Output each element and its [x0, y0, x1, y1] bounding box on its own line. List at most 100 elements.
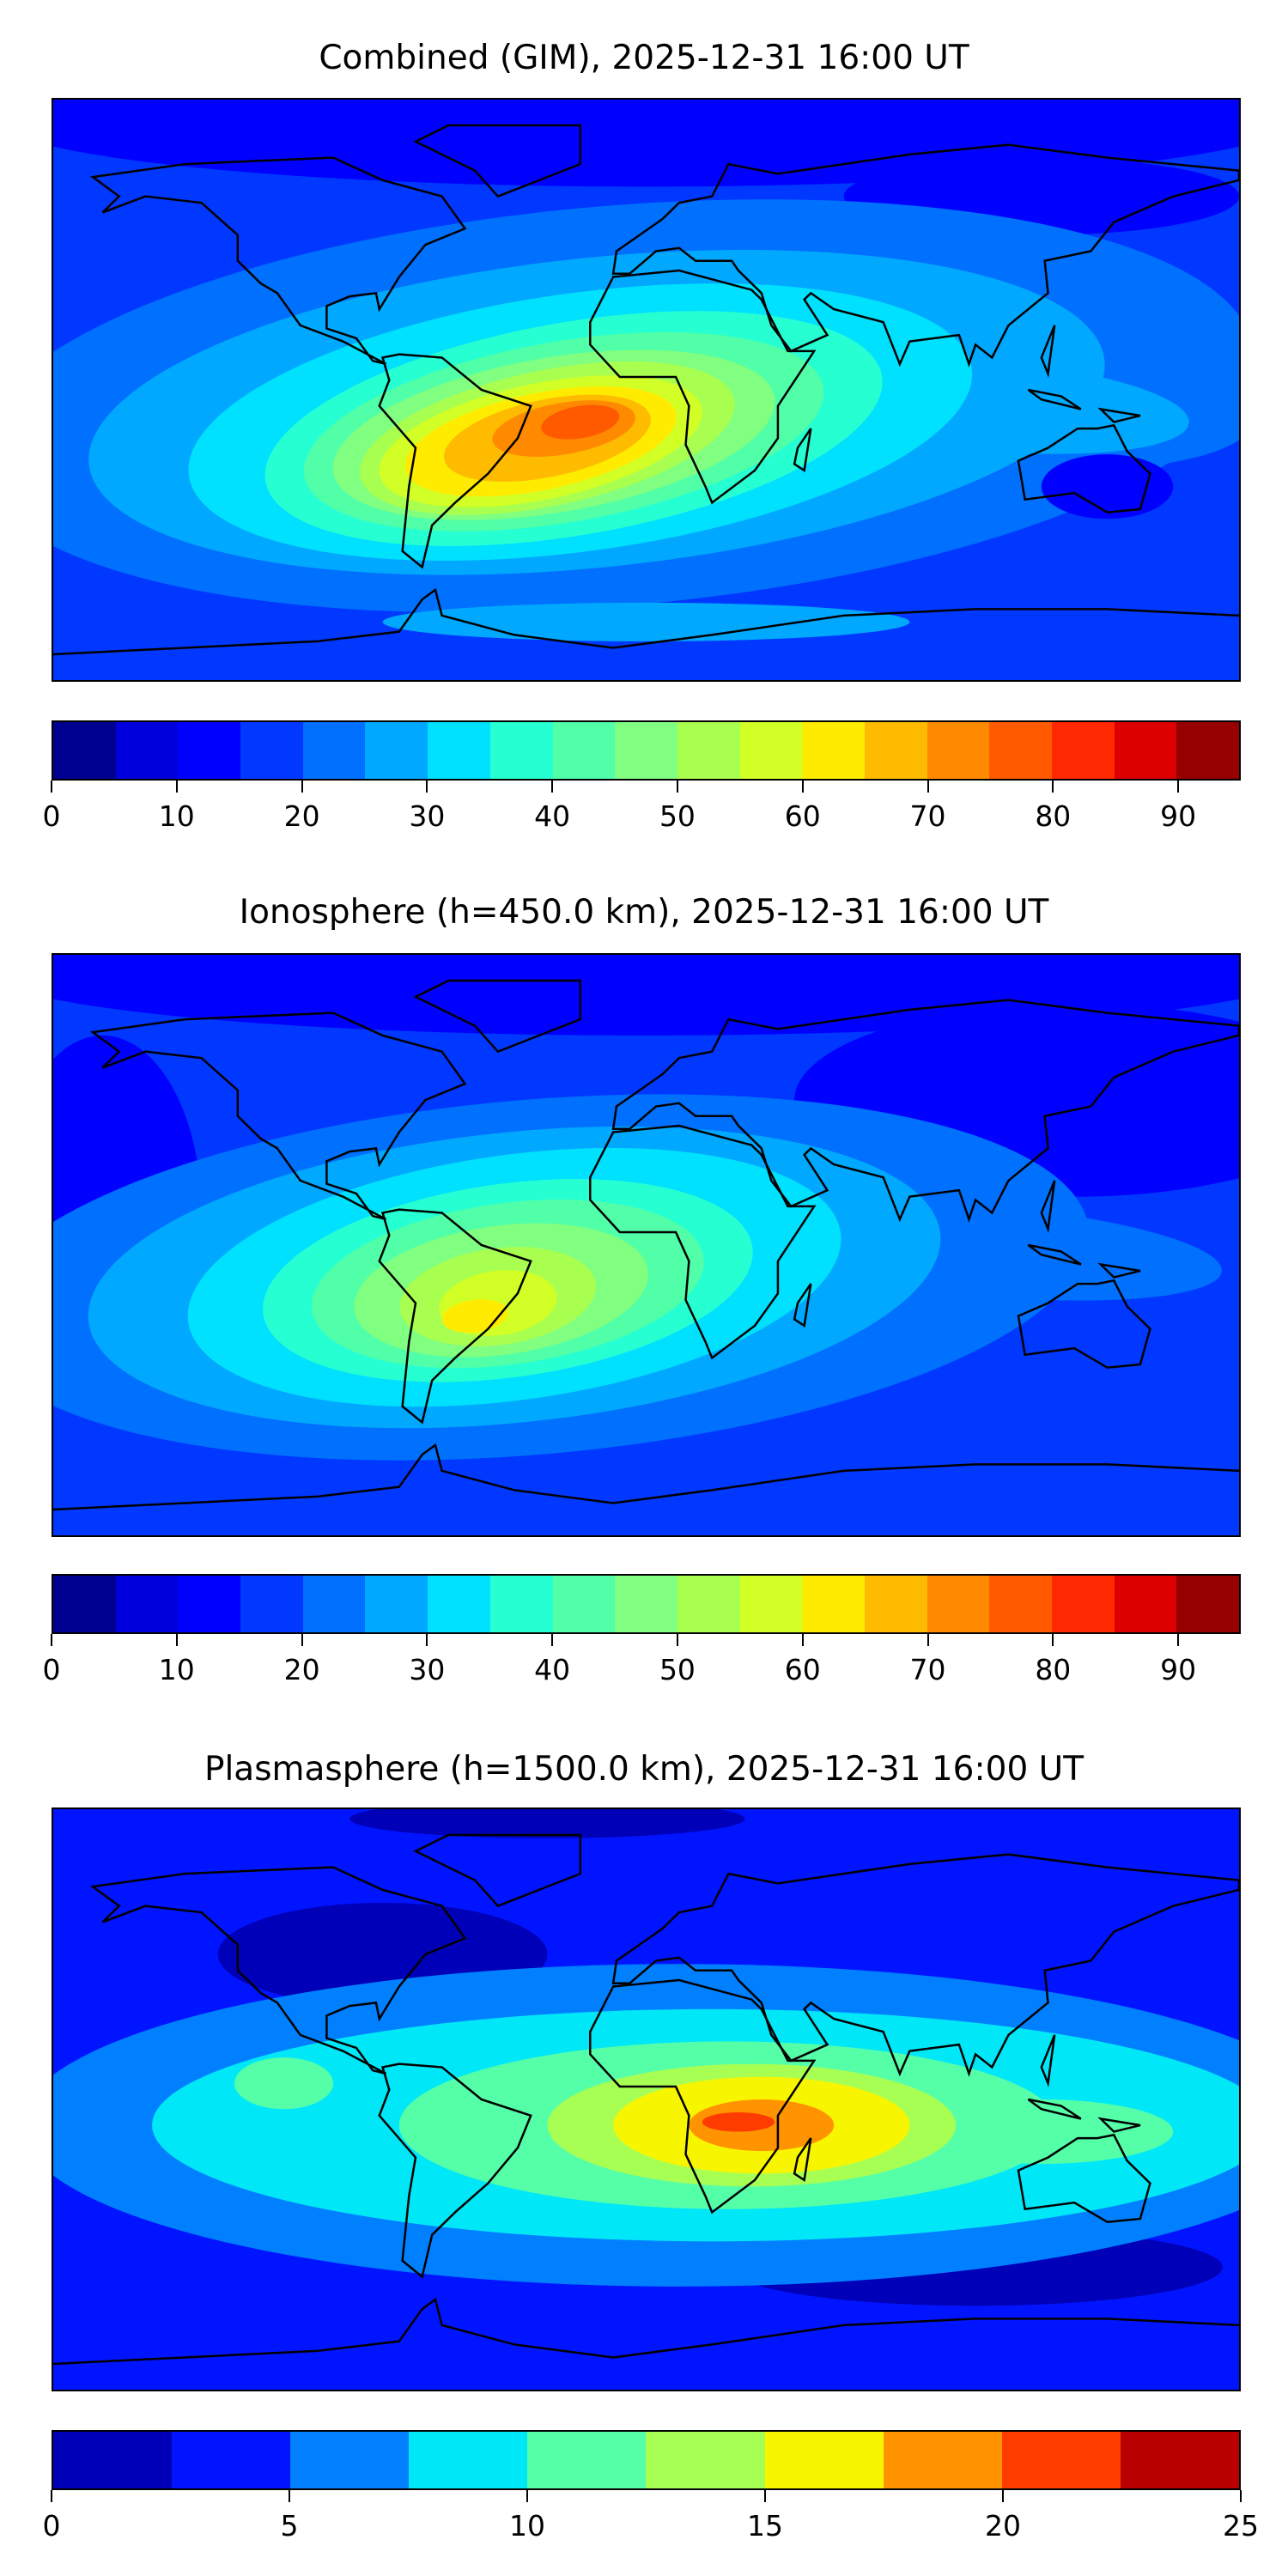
colorbar-tick	[1240, 2490, 1242, 2502]
colorbar-tick-label: 20	[283, 799, 320, 833]
colorbar-tick	[551, 781, 554, 793]
colorbar-tick-label: 90	[1160, 799, 1197, 833]
coastline	[1028, 2035, 1139, 2132]
colorbar-tick	[927, 781, 929, 793]
colorbar-tick-label: 10	[158, 1653, 195, 1686]
colorbar-tick	[801, 1634, 804, 1646]
colorbar-segment	[927, 1576, 990, 1632]
colorbar-segment	[615, 1576, 677, 1632]
colorbar-tick	[301, 1634, 303, 1646]
coastline	[613, 1855, 1239, 2074]
colorbar-segment	[646, 2432, 765, 2488]
panel-2-title: Ionosphere (h=450.0 km), 2025-12-31 16:0…	[239, 893, 1049, 932]
contour-band	[702, 2112, 775, 2132]
colorbar-tick-label: 70	[909, 799, 946, 833]
colorbar-segment	[302, 722, 366, 779]
coastline	[1018, 2135, 1150, 2221]
colorbar-tick-label: 50	[659, 799, 696, 833]
panel-3-colorbar	[52, 2430, 1241, 2490]
colorbar-tick-label: 60	[784, 1653, 821, 1686]
coastline	[794, 2138, 811, 2180]
colorbar-segment	[53, 722, 116, 779]
contour-band	[349, 1809, 745, 1838]
coastline	[93, 158, 465, 364]
panel-3-title: Plasmasphere (h=1500.0 km), 2025-12-31 1…	[204, 1750, 1084, 1789]
colorbar-segment	[802, 1576, 865, 1632]
panel-3-colorbar-ticks: 0 5 10 15 20 25	[43, 2490, 1259, 2543]
colorbar-segment	[615, 722, 677, 779]
colorbar-segment	[677, 722, 740, 779]
coastline	[1028, 325, 1139, 422]
colorbar-tick	[764, 2490, 766, 2502]
colorbar-tick-label: 20	[283, 1653, 320, 1686]
panel-1-title: Combined (GIM), 2025-12-31 16:00 UT	[319, 39, 969, 77]
colorbar-tick	[927, 1634, 929, 1646]
panel-2-colorbar	[52, 1574, 1241, 1634]
contour-band	[382, 602, 910, 641]
colorbar-segment	[1114, 722, 1177, 779]
contour-band	[1041, 454, 1174, 519]
colorbar-tick-label: 40	[534, 1653, 571, 1686]
colorbar-tick	[551, 1634, 554, 1646]
colorbar-segment	[802, 722, 865, 779]
colorbar-segment	[864, 1576, 927, 1632]
colorbar-segment	[53, 2432, 173, 2488]
colorbar-tick	[51, 2490, 52, 2502]
coastline	[590, 1126, 814, 1358]
colorbar-tick	[51, 1634, 52, 1646]
colorbar-tick-label: 30	[409, 1653, 446, 1686]
panel-2-colorbar-ticks: 0 10 20 30 40 50 60 70 80 90	[43, 1634, 1241, 1686]
colorbar-tick-label: 0	[42, 1653, 61, 1686]
colorbar-tick-label: 0	[42, 2509, 61, 2543]
colorbar-segment	[489, 722, 553, 779]
colorbar-segment	[677, 1576, 740, 1632]
colorbar-segment	[864, 722, 927, 779]
contour-band	[909, 2099, 1174, 2165]
colorbar-segment	[989, 1576, 1052, 1632]
colorbar-segment	[240, 1576, 303, 1632]
colorbar-tick-label: 90	[1160, 1653, 1197, 1686]
colorbar-tick	[426, 781, 428, 793]
colorbar-segment	[178, 722, 241, 779]
coastline	[53, 2300, 1239, 2364]
colorbar-tick-label: 10	[158, 799, 195, 833]
colorbar-segment	[290, 2432, 410, 2488]
colorbar-tick-label: 25	[1223, 2509, 1259, 2543]
colorbar-segment	[527, 2432, 647, 2488]
panel-1-map	[52, 98, 1241, 682]
colorbar-segment	[365, 1576, 428, 1632]
colorbar-segment	[1052, 722, 1115, 779]
colorbar-tick	[301, 781, 303, 793]
coastline	[613, 1000, 1239, 1219]
contour-band	[234, 2057, 334, 2110]
coastline	[590, 270, 814, 502]
colorbar-segment	[1001, 2432, 1121, 2488]
colorbar-tick-label: 70	[909, 1653, 946, 1686]
coastline	[93, 1868, 465, 2074]
panel-2-map	[52, 953, 1241, 1537]
colorbar-tick-label: 60	[784, 799, 821, 833]
colorbar-segment	[428, 722, 490, 779]
colorbar-segment	[739, 722, 803, 779]
colorbar-segment	[927, 722, 990, 779]
colorbar-segment	[552, 1576, 616, 1632]
colorbar-segment	[115, 1576, 179, 1632]
panel-1-colorbar	[52, 720, 1241, 781]
colorbar-tick-label: 10	[509, 2509, 545, 2543]
colorbar-segment	[53, 1576, 116, 1632]
colorbar-tick-label: 20	[985, 2509, 1021, 2543]
colorbar-segment	[1176, 722, 1240, 779]
coastline	[613, 145, 1239, 364]
colorbar-segment	[365, 722, 428, 779]
colorbar-tick-label: 80	[1035, 799, 1072, 833]
colorbar-segment	[1176, 1576, 1240, 1632]
colorbar-tick-label: 15	[747, 2509, 783, 2543]
colorbar-tick-label: 5	[280, 2509, 299, 2543]
coastline	[416, 981, 580, 1052]
colorbar-segment	[1120, 2432, 1239, 2488]
colorbar-tick	[1052, 781, 1054, 793]
colorbar-tick	[51, 781, 52, 793]
colorbar-segment	[409, 2432, 528, 2488]
colorbar-segment	[489, 1576, 553, 1632]
colorbar-tick	[676, 781, 678, 793]
